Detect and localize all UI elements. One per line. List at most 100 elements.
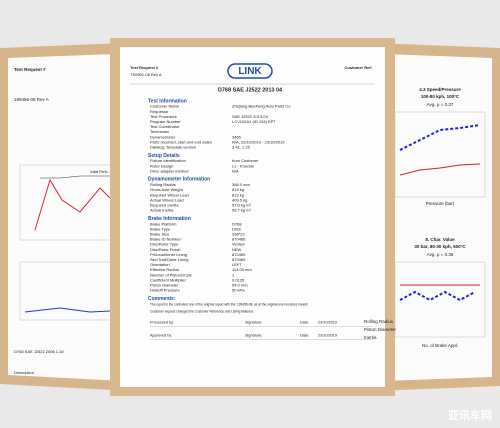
field-label: Holdoff Pressure	[150, 288, 180, 293]
field-label: Disc/Rotor Type	[150, 242, 179, 247]
field-value: NEW	[232, 247, 242, 252]
field-label: Orientation	[150, 262, 170, 267]
field-label: Actual Wheel Load	[150, 197, 184, 202]
field-value: 870466	[232, 237, 246, 242]
document-title: D768 SAE J2522 2013 04	[218, 87, 283, 93]
text: 30 bar, 80-30 kph, 500°C	[414, 244, 466, 249]
field-label: Rotor Design	[150, 163, 173, 168]
field-value: from Customer	[232, 158, 259, 163]
field-label: Drive adapter method	[150, 168, 188, 173]
text: 100-80 kph, 100°C	[421, 94, 460, 99]
text: 4.3 Speed/Pressure	[419, 87, 461, 92]
field-label: Customer Name	[150, 104, 180, 109]
field-label: Gross Axle Weight	[150, 187, 184, 192]
field-value: 870469	[232, 257, 246, 262]
field-label: Effective Radius	[150, 267, 179, 272]
field-value: 56.7 kg m²	[232, 208, 252, 213]
paper	[120, 47, 385, 387]
logo-border	[227, 63, 273, 79]
field-value: Zhejiang BeeFeng Auto Parts Co	[232, 104, 291, 109]
field-value: 54.0 mm	[232, 282, 248, 287]
field-label: Number of Pistons/Cyls	[150, 272, 192, 277]
field-label: Disc/Rotor Finish	[150, 247, 180, 252]
section-heading: Test Information	[148, 98, 187, 104]
field-value: 3465	[232, 134, 242, 139]
field-label: Sec/Trail/Outer Lining	[150, 257, 189, 262]
field-value: SAE J2522 2013-04	[232, 114, 269, 119]
text: Approved by:	[150, 334, 172, 338]
text: Test Request #	[130, 65, 159, 70]
field-label: Test Procedure	[150, 114, 178, 119]
field-value: 296*22	[232, 231, 245, 236]
text: Initial Perfo...	[90, 170, 110, 174]
field-value: 57.0 kg m²	[232, 202, 252, 207]
field-value: 366.0 mm	[232, 182, 250, 187]
text: Signature:	[245, 321, 262, 325]
text: Date:	[300, 334, 309, 338]
field-label: Technician	[150, 129, 169, 134]
text: Inertia	[364, 335, 377, 340]
text: Customer Ref:	[344, 65, 372, 70]
text: No. of Brake Appl.	[422, 343, 458, 348]
field-value: N/A	[232, 168, 239, 173]
field-label: Parts received, start and end dates	[150, 139, 212, 144]
field-value: 3.41, 1.25	[232, 144, 251, 149]
logo: LINK	[238, 66, 262, 77]
field-label: Datalog, Template version	[150, 144, 196, 149]
field-label: Test Coordinator	[150, 124, 180, 129]
field-label: Requestor	[150, 109, 169, 114]
field-label: Brake Type	[150, 226, 171, 231]
field-label: Coefficient Multiplier	[150, 277, 187, 282]
field-label: Program Number	[150, 119, 181, 124]
text: Piston Diameter	[364, 327, 397, 332]
field-label: Brake Platform	[150, 221, 177, 226]
field-value: 870469	[232, 252, 246, 257]
field-label: Piston Diameter	[150, 282, 179, 287]
text: 8. Char. Value	[425, 237, 455, 242]
field-label: Required Inertia	[150, 202, 179, 207]
field-value: 409.5 kg	[232, 197, 247, 202]
field-label: Brake Size	[150, 231, 170, 236]
field-value: DISC	[232, 226, 242, 231]
field-value: LCV102A1 (ID 134) EPT	[232, 119, 276, 124]
text: Test Request #	[14, 67, 46, 72]
text: Comments:	[148, 296, 176, 302]
text: Pressure (bar)	[426, 201, 455, 206]
text: Rolling Radius	[364, 319, 394, 324]
field-value: D768	[232, 221, 242, 226]
text: D768 SAE J2522 2006 1.18	[14, 349, 64, 354]
text: Description	[14, 370, 34, 375]
field-label: Fixture Identification	[150, 158, 186, 163]
field-label: Dynamometer	[150, 134, 176, 139]
field-value: 819 kg	[232, 187, 244, 192]
field-label: Required Wheel Load	[150, 192, 189, 197]
field-value: 114.00 mm	[232, 267, 252, 272]
section-heading: Setup Details	[148, 153, 180, 159]
field-value: 0.0135	[232, 277, 245, 282]
text: TS0501-08 Rev A	[130, 72, 162, 77]
watermark: 亚讯车网	[448, 408, 492, 422]
text: Signature:	[245, 334, 262, 338]
field-value: N/A, 22/10/2019 - 23/10/2019	[232, 139, 285, 144]
text: Avg. μ = 0.36	[427, 252, 454, 257]
section-heading: Dynamometer Information	[148, 177, 210, 183]
field-value: 819 kg	[232, 192, 244, 197]
field-label: Brake ID Number	[150, 237, 182, 242]
field-label: Rolling Radius	[150, 182, 176, 187]
section-heading: Brake Information	[148, 216, 191, 222]
field-value: L1 - Knuckle	[232, 163, 255, 168]
text: Processed by:	[150, 321, 174, 325]
text: 23/10/2019	[318, 334, 337, 338]
text: 23/10/2019	[318, 321, 337, 325]
text: The report is the controlled one of the …	[150, 302, 308, 306]
field-value: Vented	[232, 242, 244, 247]
text: Avg. μ = 0.37	[427, 102, 454, 107]
text: Date:	[300, 321, 309, 325]
field-label: Pri/Lead/Inner Lining	[150, 252, 187, 257]
field-label: Actual Inertia	[150, 208, 174, 213]
field-value: LEFT	[232, 262, 242, 267]
field-value: 1	[232, 272, 235, 277]
text: Customer request changed the Customer Re…	[150, 309, 254, 313]
